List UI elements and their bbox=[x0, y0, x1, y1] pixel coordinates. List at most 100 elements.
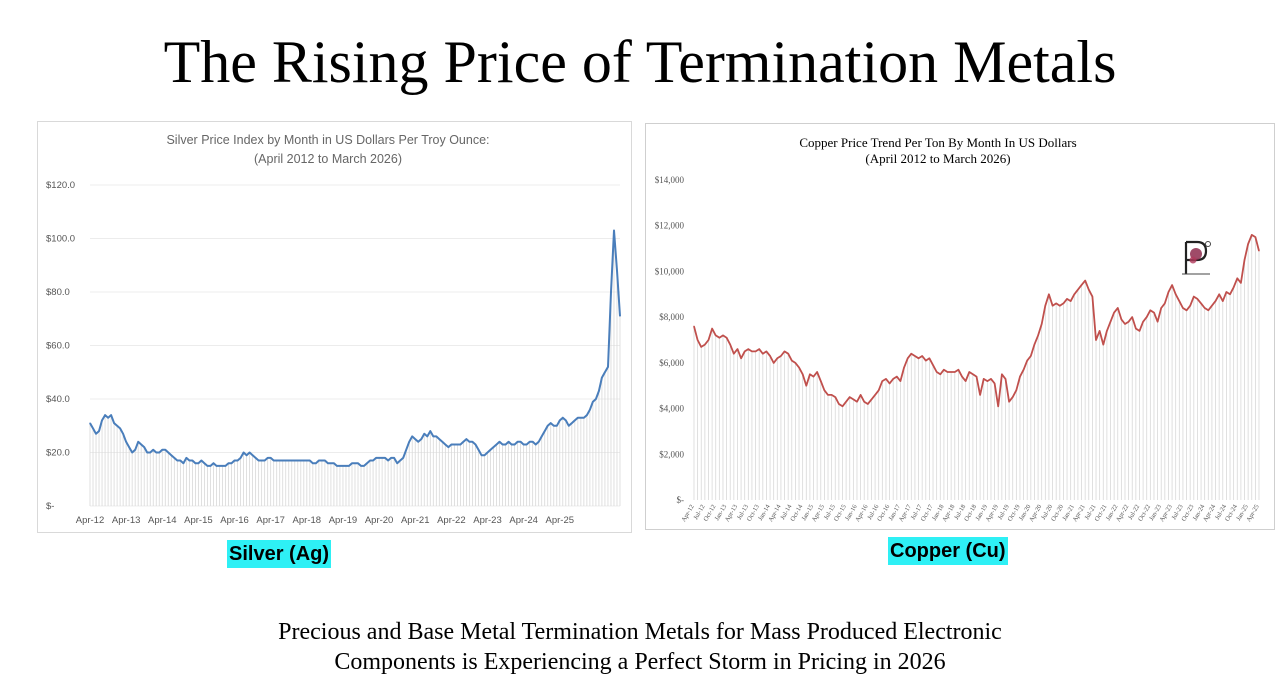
data-point bbox=[613, 229, 615, 232]
data-point bbox=[1207, 309, 1209, 311]
data-point bbox=[805, 385, 807, 387]
data-point bbox=[574, 419, 576, 421]
data-point bbox=[92, 427, 94, 430]
data-point bbox=[387, 459, 389, 462]
data-point bbox=[827, 394, 829, 396]
data-point bbox=[327, 462, 329, 464]
data-point bbox=[1142, 321, 1144, 323]
data-point bbox=[783, 350, 786, 353]
data-point bbox=[462, 441, 465, 443]
data-point bbox=[492, 446, 495, 448]
data-point bbox=[1117, 307, 1119, 309]
data-point bbox=[342, 465, 344, 467]
data-point bbox=[354, 462, 356, 464]
data-point bbox=[242, 451, 245, 454]
data-point bbox=[510, 443, 513, 446]
data-point bbox=[200, 459, 203, 462]
data-point bbox=[218, 465, 221, 467]
p-monogram-logo-icon bbox=[1182, 240, 1211, 275]
data-point bbox=[504, 443, 507, 446]
data-point bbox=[903, 366, 905, 369]
data-point bbox=[1135, 327, 1137, 330]
data-point bbox=[315, 462, 317, 464]
data-point bbox=[957, 369, 959, 371]
data-point bbox=[483, 454, 486, 456]
data-point bbox=[456, 443, 458, 446]
data-point bbox=[765, 350, 768, 353]
data-point bbox=[396, 462, 398, 464]
y-tick-label: $100.0 bbox=[46, 234, 75, 245]
data-point bbox=[209, 465, 212, 467]
data-point bbox=[907, 357, 909, 359]
data-point bbox=[432, 435, 434, 438]
data-point bbox=[402, 457, 404, 459]
data-points bbox=[693, 234, 1260, 407]
data-point bbox=[975, 375, 978, 378]
data-point bbox=[604, 371, 606, 373]
data-point bbox=[914, 355, 916, 357]
data-point bbox=[700, 346, 702, 348]
data-point bbox=[261, 459, 263, 462]
data-point bbox=[1193, 295, 1195, 298]
data-point bbox=[423, 433, 425, 435]
data-point bbox=[1189, 305, 1191, 307]
data-point bbox=[489, 449, 492, 451]
data-point bbox=[324, 459, 326, 462]
y-tick-label: $10,000 bbox=[655, 266, 685, 276]
data-point bbox=[1254, 236, 1256, 238]
data-point bbox=[1062, 302, 1065, 305]
footer-line-1: Precious and Base Metal Termination Meta… bbox=[278, 619, 1002, 645]
data-point bbox=[369, 459, 371, 462]
data-point bbox=[550, 422, 552, 424]
y-tick-label: $- bbox=[677, 495, 685, 505]
data-point bbox=[736, 348, 739, 350]
x-tick-label: Apr-17 bbox=[256, 515, 285, 526]
data-point bbox=[592, 401, 594, 403]
data-point bbox=[586, 414, 588, 416]
data-point bbox=[1182, 307, 1184, 309]
data-point bbox=[986, 380, 988, 382]
data-point bbox=[1106, 330, 1108, 332]
data-point bbox=[1247, 243, 1249, 245]
data-point bbox=[128, 446, 130, 448]
data-point bbox=[816, 371, 818, 373]
data-point bbox=[791, 359, 793, 362]
data-point bbox=[212, 462, 215, 464]
data-point bbox=[264, 459, 266, 462]
data-point bbox=[921, 355, 923, 357]
y-tick-label: $8,000 bbox=[659, 312, 684, 322]
data-point bbox=[936, 371, 938, 373]
data-point bbox=[568, 425, 570, 427]
data-point bbox=[1164, 302, 1166, 305]
data-point bbox=[453, 443, 455, 446]
x-tick-label: Apr-18 bbox=[293, 515, 322, 526]
data-point bbox=[227, 462, 230, 464]
data-point bbox=[101, 419, 103, 421]
data-point bbox=[146, 451, 148, 454]
data-point bbox=[399, 459, 401, 462]
data-point bbox=[950, 371, 952, 373]
data-point bbox=[983, 378, 985, 380]
data-point bbox=[474, 443, 477, 446]
data-point bbox=[565, 419, 567, 421]
data-point bbox=[722, 334, 724, 337]
footer-caption: Precious and Base Metal Termination Meta… bbox=[0, 617, 1280, 677]
data-point bbox=[802, 373, 804, 375]
page-title: The Rising Price of Termination Metals bbox=[163, 29, 1117, 95]
data-point bbox=[809, 373, 811, 375]
data-point bbox=[972, 373, 974, 375]
data-point bbox=[514, 443, 516, 446]
data-point bbox=[598, 390, 600, 392]
data-point bbox=[486, 451, 489, 454]
y-tick-label: $40.0 bbox=[46, 394, 70, 405]
data-point bbox=[1080, 284, 1083, 286]
data-point bbox=[892, 378, 894, 380]
y-tick-label: $120.0 bbox=[46, 180, 75, 191]
data-point bbox=[411, 435, 413, 438]
data-point bbox=[501, 443, 504, 446]
data-point bbox=[994, 382, 996, 385]
data-point bbox=[1070, 300, 1072, 302]
data-point bbox=[896, 375, 898, 378]
data-point bbox=[1243, 259, 1246, 261]
x-tick-label: Apr-25 bbox=[546, 515, 575, 526]
